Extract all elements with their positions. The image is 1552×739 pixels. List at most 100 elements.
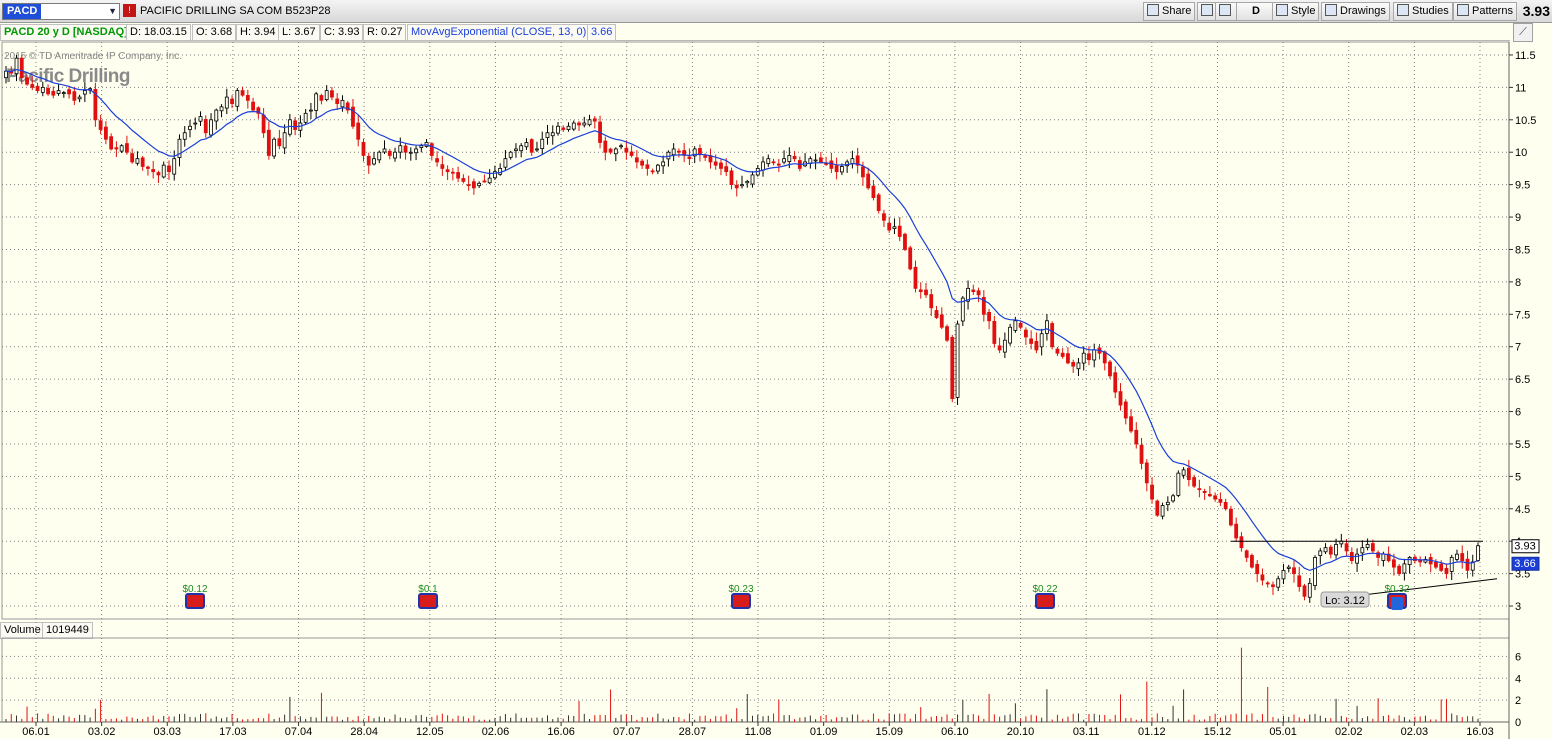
share-label: Share — [1162, 5, 1192, 17]
candle-body — [1050, 323, 1055, 348]
candle-body — [608, 148, 613, 153]
price-tick-label: 11.5 — [1515, 50, 1536, 62]
candle-body — [356, 122, 361, 140]
tools-icon — [1201, 4, 1213, 16]
candle-body — [1465, 558, 1470, 571]
candle-body — [1386, 553, 1391, 562]
drawings-button[interactable]: Drawings — [1321, 2, 1390, 21]
study-label[interactable]: MovAvgExponential (CLOSE, 13, 0) — [407, 24, 591, 41]
candle-body — [724, 166, 729, 173]
dividend-label: $0.1 — [418, 584, 438, 595]
candle-body — [1066, 353, 1070, 364]
candle-body — [130, 153, 135, 163]
candle-body — [382, 148, 387, 153]
candle-body — [1355, 553, 1359, 564]
candle-body — [35, 85, 40, 92]
symbol-value: PACD — [3, 4, 42, 19]
earnings-icon — [731, 593, 751, 609]
candle-body — [966, 287, 970, 302]
candle-body — [1176, 472, 1181, 496]
candle-body — [1455, 553, 1459, 560]
settings-button[interactable] — [1197, 2, 1219, 21]
candle-body — [740, 184, 744, 187]
candle-body — [787, 155, 792, 162]
style-button[interactable]: Style — [1272, 2, 1320, 21]
candle-body — [114, 147, 119, 150]
candle-body — [56, 90, 61, 94]
price-tick-label: 5.5 — [1515, 439, 1530, 451]
date-tick-label: 07.07 — [613, 726, 641, 738]
cusip-text: B523P28 — [285, 5, 331, 17]
candle-body — [1265, 582, 1270, 585]
candle-body — [508, 151, 513, 158]
candle-body — [161, 164, 166, 178]
link-icon — [1219, 4, 1231, 16]
dividend-label: $0.23 — [728, 584, 753, 595]
candle-body — [850, 158, 855, 164]
candle-body — [498, 168, 503, 175]
candle-body — [203, 119, 208, 134]
date-tick-label: 17.03 — [219, 726, 247, 738]
candle-body — [109, 136, 114, 150]
chevron-down-icon[interactable]: ▼ — [108, 6, 117, 16]
candle-body — [514, 148, 518, 151]
candle-body — [1197, 488, 1202, 491]
patterns-button[interactable]: Patterns — [1453, 2, 1517, 21]
candle-body — [1434, 562, 1438, 568]
candle-body — [1407, 557, 1412, 566]
price-tick-label: 8 — [1515, 277, 1521, 289]
candle-body — [981, 296, 986, 315]
copyright: 2015 © TD Ameritrade IP Company, Inc. — [4, 51, 183, 62]
candle-body — [240, 90, 245, 96]
volume-tick-label: 4 — [1515, 673, 1521, 685]
candle-body — [477, 182, 482, 187]
chart-info-bar: PACD 20 y D [NASDAQ] D: 18.03.15 O: 3.68… — [0, 23, 1510, 41]
price-tick-label: 5 — [1515, 471, 1521, 483]
ema-line — [5, 68, 1479, 572]
candle-body — [1171, 495, 1175, 502]
candle-body — [876, 194, 881, 211]
candle-body — [1281, 569, 1286, 580]
candle-body — [535, 148, 539, 151]
price-tick-label: 8.5 — [1515, 244, 1530, 256]
candle-body — [1002, 339, 1007, 353]
candle-body — [1081, 352, 1086, 364]
candle-body — [1470, 561, 1475, 571]
date-tick-label: 05.01 — [1269, 726, 1297, 738]
volume-value: 1019449 — [42, 622, 93, 639]
candle-body — [855, 155, 860, 166]
candle-body — [61, 92, 66, 94]
aggregation-button[interactable]: D — [1236, 2, 1276, 21]
candle-body — [351, 106, 355, 127]
candle-body — [103, 126, 108, 140]
candle-body — [1202, 491, 1207, 493]
candle-body — [40, 86, 45, 93]
range-readout: R: 0.27 — [363, 24, 407, 41]
candle-body — [324, 90, 329, 101]
candle-body — [1302, 585, 1307, 597]
chart-settings-icon[interactable]: ⟋ — [1513, 23, 1533, 42]
share-button[interactable]: Share — [1143, 2, 1196, 21]
candle-body — [955, 323, 960, 398]
company-logo: Pacific Drilling — [6, 66, 130, 87]
candle-body — [1108, 361, 1112, 377]
candle-body — [1402, 563, 1407, 574]
price-tick-label: 10.5 — [1515, 115, 1536, 127]
candle-body — [393, 151, 397, 159]
candle-body — [871, 185, 876, 198]
candle-body — [829, 160, 834, 169]
studies-button[interactable]: Studies — [1393, 2, 1453, 21]
candle-body — [661, 161, 666, 167]
date-tick-label: 07.04 — [285, 726, 313, 738]
aggregation-label: D — [1252, 5, 1260, 17]
candle-body — [866, 173, 871, 189]
alert-icon[interactable]: ! — [123, 4, 136, 17]
candle-body — [314, 93, 319, 111]
candle-body — [466, 184, 471, 187]
link-button[interactable] — [1215, 2, 1237, 21]
candle-body — [1260, 574, 1265, 581]
candle-body — [577, 122, 581, 126]
symbol-input[interactable]: PACD ▼ — [2, 3, 120, 20]
candle-body — [540, 138, 545, 149]
